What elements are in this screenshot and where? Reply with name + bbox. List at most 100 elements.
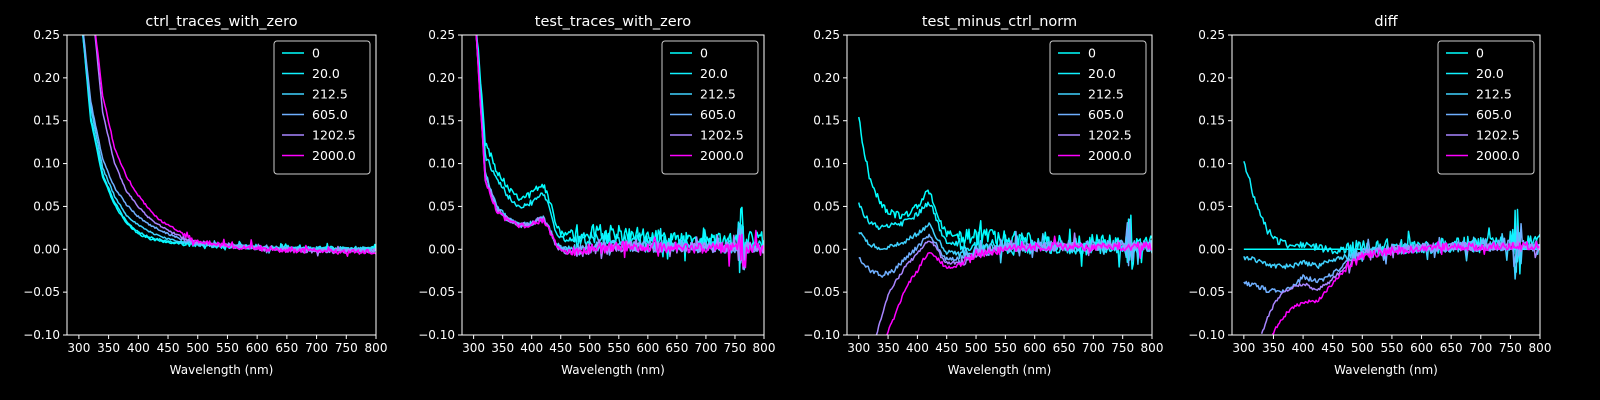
y-tick-label: 0.20 <box>813 71 840 85</box>
y-tick-label: 0.25 <box>1198 28 1225 42</box>
legend-label: 0 <box>1088 46 1096 61</box>
y-tick-label: 0.15 <box>428 114 455 128</box>
legend-label: 605.0 <box>1476 107 1512 122</box>
x-axis-label: Wavelength (nm) <box>948 363 1052 377</box>
legend: 0 20.0 212.5 605.0 1202.5 2000.0 <box>1437 40 1535 175</box>
y-tick-label: −0.05 <box>1188 285 1225 299</box>
x-tick-label: 400 <box>127 341 150 355</box>
x-tick-label: 550 <box>1380 341 1403 355</box>
y-tick-label: −0.10 <box>418 328 455 342</box>
legend-label: 212.5 <box>1476 87 1512 102</box>
y-tick-label: 0.10 <box>1198 157 1225 171</box>
y-tick-label: 0.25 <box>813 28 840 42</box>
legend-label: 2000.0 <box>1088 148 1132 163</box>
axes-frame <box>846 34 1153 336</box>
chart-panel-1: 300 350 400 450 500 550 600 650 700 750 800 −0.10 −0… <box>23 14 387 377</box>
x-tick-label: 350 <box>1262 341 1285 355</box>
chart-panel-4: 300 350 400 450 500 550 600 650 700 750 800 −0.10 −0… <box>1188 14 1551 377</box>
y-tick-label: −0.05 <box>803 285 840 299</box>
series-line-2000-0 <box>886 235 1152 335</box>
y-tick-label: 0.05 <box>428 199 455 213</box>
x-tick-label: 350 <box>491 341 514 355</box>
legend-label: 1202.5 <box>312 128 356 143</box>
series-group <box>82 35 376 257</box>
x-tick-label: 600 <box>246 341 269 355</box>
x-tick-label: 450 <box>157 341 180 355</box>
y-tick-label: 0.15 <box>813 114 840 128</box>
series-line-2000-0 <box>1272 240 1540 335</box>
x-axis-label: Wavelength (nm) <box>1334 363 1438 377</box>
y-tick-label: 0.00 <box>428 242 455 256</box>
x-tick-label: 300 <box>1232 341 1255 355</box>
x-tick-label: 600 <box>1023 341 1046 355</box>
x-tick-label: 300 <box>462 341 485 355</box>
x-tick-label: 750 <box>724 341 747 355</box>
x-tick-label: 400 <box>520 341 543 355</box>
y-tick-label: −0.10 <box>23 328 60 342</box>
series-line-1202-5 <box>875 232 1152 335</box>
legend-label: 605.0 <box>700 107 736 122</box>
chart-title: test_minus_ctrl_norm <box>922 14 1077 30</box>
x-tick-label: 550 <box>994 341 1017 355</box>
legend-label: 1202.5 <box>1088 128 1132 143</box>
axes-frame <box>461 34 765 336</box>
y-tick-label: 0.25 <box>428 28 455 42</box>
y-tick-label: 0.20 <box>428 71 455 85</box>
x-tick-label: 500 <box>965 341 988 355</box>
legend: 0 20.0 212.5 605.0 1202.5 2000.0 <box>661 40 759 175</box>
legend-label: 1202.5 <box>700 128 744 143</box>
x-tick-label: 700 <box>1469 341 1492 355</box>
legend-label: 1202.5 <box>1476 128 1520 143</box>
x-tick-label: 300 <box>67 341 90 355</box>
legend-label: 20.0 <box>1088 66 1116 81</box>
x-tick-label: 600 <box>636 341 659 355</box>
x-tick-label: 450 <box>549 341 572 355</box>
chart-title: diff <box>1374 14 1398 30</box>
x-axis-label: Wavelength (nm) <box>170 363 274 377</box>
x-tick-label: 500 <box>578 341 601 355</box>
legend-label: 0 <box>312 46 320 61</box>
y-tick-label: 0.10 <box>428 157 455 171</box>
x-tick-label: 300 <box>847 341 870 355</box>
axes-frame <box>66 34 377 336</box>
legend: 0 20.0 212.5 605.0 1202.5 2000.0 <box>273 40 371 175</box>
x-axis-label: Wavelength (nm) <box>561 363 665 377</box>
chart-title: test_traces_with_zero <box>535 14 692 30</box>
y-tick-label: 0.00 <box>33 242 60 256</box>
y-tick-label: 0.05 <box>33 199 60 213</box>
series-group <box>475 35 764 274</box>
legend-label: 20.0 <box>312 66 340 81</box>
y-tick-label: 0.20 <box>1198 71 1225 85</box>
x-tick-label: 500 <box>186 341 209 355</box>
axes-frame <box>1231 34 1541 336</box>
x-tick-label: 400 <box>1292 341 1315 355</box>
x-tick-label: 750 <box>335 341 358 355</box>
x-tick-label: 400 <box>906 341 929 355</box>
x-tick-label: 600 <box>1410 341 1433 355</box>
legend-label: 0 <box>1476 46 1484 61</box>
x-tick-label: 550 <box>607 341 630 355</box>
series-group <box>857 116 1152 335</box>
x-tick-label: 500 <box>1351 341 1374 355</box>
y-tick-label: 0.00 <box>1198 242 1225 256</box>
y-tick-label: 0.05 <box>1198 199 1225 213</box>
legend-label: 20.0 <box>1476 66 1504 81</box>
x-tick-label: 650 <box>665 341 688 355</box>
x-tick-label: 550 <box>216 341 239 355</box>
y-tick-label: −0.10 <box>1188 328 1225 342</box>
y-tick-label: 0.10 <box>813 157 840 171</box>
legend-label: 20.0 <box>700 66 728 81</box>
y-tick-label: 0.25 <box>33 28 60 42</box>
y-tick-label: 0.20 <box>33 71 60 85</box>
legend-label: 212.5 <box>1088 87 1124 102</box>
y-tick-label: 0.15 <box>33 114 60 128</box>
series-line-2000-0 <box>94 35 376 257</box>
y-tick-label: 0.00 <box>813 242 840 256</box>
x-tick-label: 750 <box>1111 341 1134 355</box>
x-tick-label: 350 <box>877 341 900 355</box>
x-tick-label: 450 <box>1321 341 1344 355</box>
x-tick-label: 750 <box>1499 341 1522 355</box>
x-tick-label: 650 <box>275 341 298 355</box>
series-group <box>1243 161 1540 335</box>
y-tick-label: −0.05 <box>418 285 455 299</box>
